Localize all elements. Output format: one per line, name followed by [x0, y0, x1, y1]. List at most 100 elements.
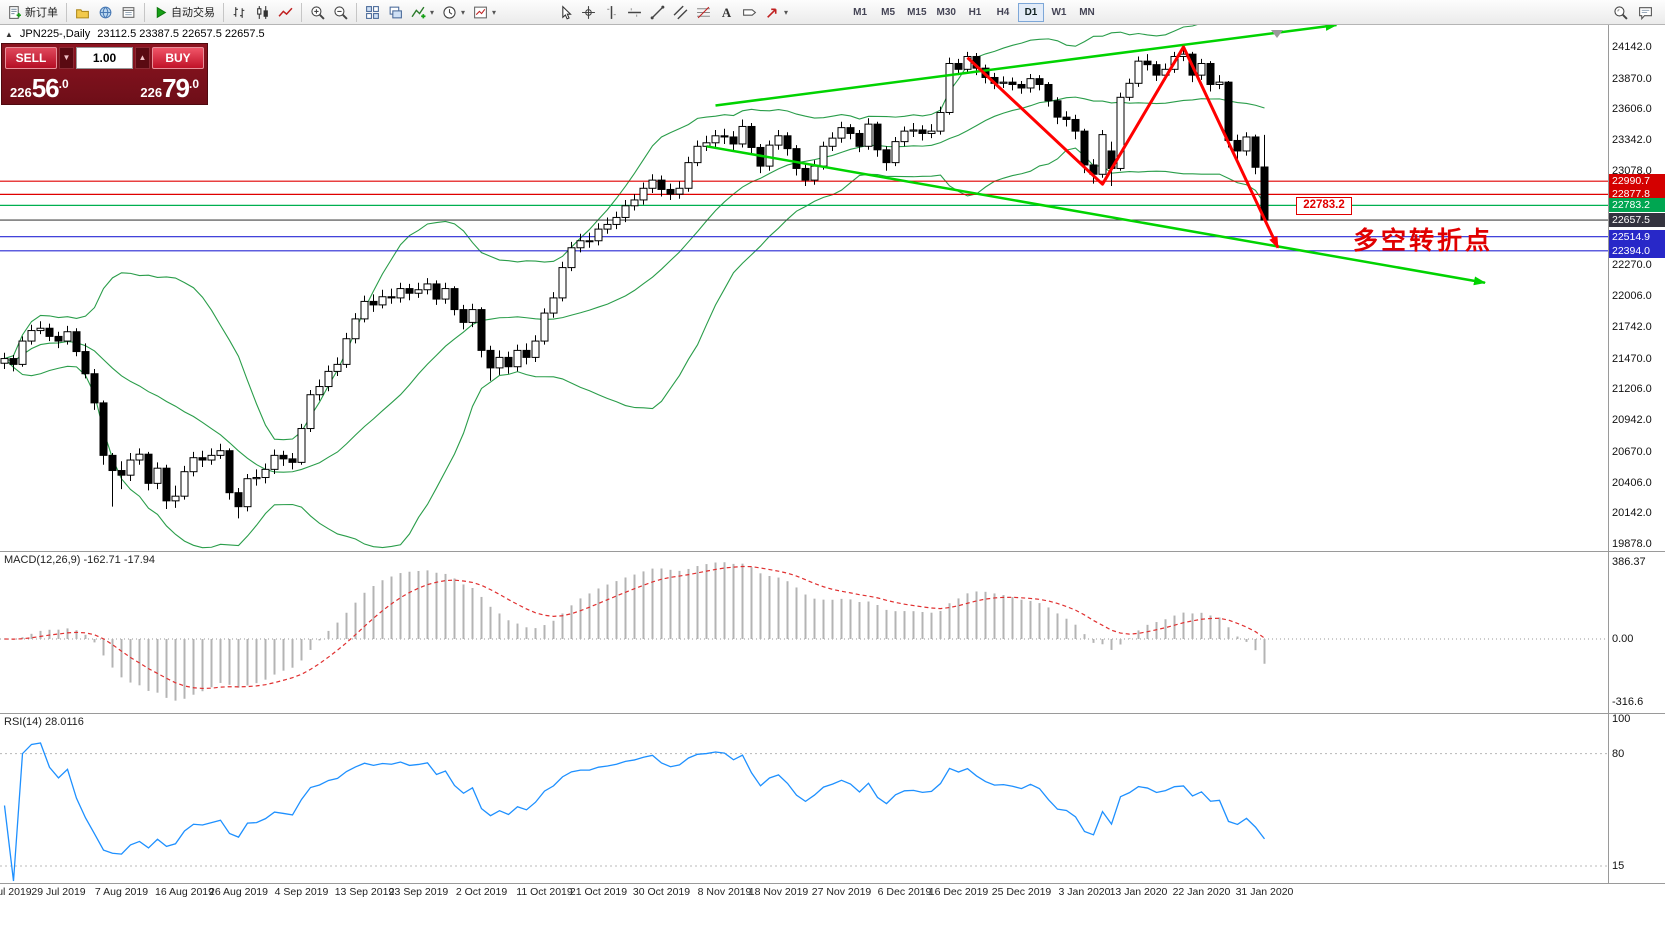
- trendlines[interactable]: [706, 25, 1486, 286]
- tile-windows-button[interactable]: [361, 2, 384, 23]
- zoom-out-icon: [334, 5, 348, 20]
- trendline-button[interactable]: [646, 2, 669, 23]
- vertical-line-button[interactable]: [600, 2, 623, 23]
- chat-button[interactable]: [1634, 2, 1657, 23]
- crosshair-button[interactable]: [577, 2, 600, 23]
- volume-decrease-button[interactable]: ▼: [59, 47, 74, 69]
- price-tick-label: 20406.0: [1612, 476, 1652, 489]
- chart-shift-marker[interactable]: [1271, 30, 1283, 38]
- templates-button[interactable]: ▾: [469, 2, 500, 23]
- level-price-label: 22783.2: [1609, 198, 1665, 213]
- zoom-in-button[interactable]: [306, 2, 329, 23]
- price-tick-label: 23342.0: [1612, 134, 1652, 147]
- arrows-icon: [767, 7, 777, 18]
- indicators-add-button[interactable]: ▾: [407, 2, 438, 23]
- chart-plot[interactable]: [0, 25, 1608, 883]
- symbol-search-button[interactable]: [1609, 2, 1632, 23]
- date-tick-label: 16 Dec 2019: [928, 886, 989, 898]
- channel-button[interactable]: [669, 2, 692, 23]
- price-tick-label: 23606.0: [1612, 103, 1652, 116]
- dropdown-caret-icon: ▾: [492, 7, 497, 17]
- label-button[interactable]: [738, 2, 761, 23]
- date-tick-label: 27 Nov 2019: [811, 886, 872, 898]
- zoom-out-button[interactable]: [329, 2, 352, 23]
- new-order-label: 新订单: [25, 7, 58, 19]
- profiles-button[interactable]: [71, 2, 94, 23]
- volume-input[interactable]: [76, 47, 133, 69]
- sell-button[interactable]: SELL: [5, 47, 57, 69]
- date-tick-label: 30 Oct 2019: [632, 886, 691, 898]
- date-tick-label: 11 Oct 2019: [516, 886, 573, 898]
- timeframe-m1-button[interactable]: M1: [847, 3, 873, 22]
- timeframe-m5-button[interactable]: M5: [875, 3, 901, 22]
- date-tick-label: 13 Sep 2019: [334, 886, 395, 898]
- text-icon: A: [722, 5, 732, 19]
- candle-chart-button[interactable]: [251, 2, 274, 23]
- one-click-collapse-icon[interactable]: ▲: [5, 29, 13, 39]
- macd-histogram: [12, 562, 1266, 701]
- annotation-text: 多空转折点: [1353, 227, 1494, 255]
- svg-text:A: A: [722, 5, 732, 19]
- periods-button[interactable]: ▾: [438, 2, 469, 23]
- cursor-button[interactable]: [554, 2, 577, 23]
- auto-arrange-button[interactable]: [384, 2, 407, 23]
- price-tick-label: 23870.0: [1612, 72, 1652, 85]
- tile-windows-icon: [366, 5, 379, 19]
- timeframe-d1-button[interactable]: D1: [1017, 2, 1044, 22]
- rsi-indicator-label: RSI(14) 28.0116: [4, 716, 84, 728]
- main-chart-panel[interactable]: [0, 25, 1608, 549]
- text-button[interactable]: A: [715, 2, 738, 23]
- sell-price[interactable]: 22656.0: [10, 73, 69, 103]
- zigzag-annotation[interactable]: [966, 45, 1280, 249]
- rsi-tick-label: 15: [1612, 860, 1625, 873]
- price-tick-label: 20670.0: [1612, 445, 1652, 458]
- level-price-label: 22657.5: [1609, 213, 1665, 228]
- date-tick-label: 6 Dec 2019: [877, 886, 932, 898]
- price-level-flag[interactable]: 22783.2: [1296, 197, 1352, 215]
- date-tick-label: 3 Jan 2020: [1058, 886, 1111, 898]
- periods-icon: [443, 5, 456, 19]
- market-watch-button[interactable]: [94, 2, 117, 23]
- date-tick-label: 18 Nov 2019: [748, 886, 809, 898]
- date-tick-label: 21 Oct 2019: [569, 886, 628, 898]
- timeframe-m30-button[interactable]: M30: [933, 3, 960, 22]
- panel-resize-divider[interactable]: [0, 713, 1665, 714]
- macd-panel[interactable]: [0, 562, 1608, 701]
- timeframe-mn-button[interactable]: MN: [1074, 3, 1100, 22]
- price-tick-label: 23078.0: [1612, 165, 1652, 178]
- dropdown-caret-icon: ▾: [461, 7, 466, 17]
- trendline-icon: [650, 5, 665, 19]
- buy-price[interactable]: 22679.0: [140, 73, 199, 103]
- data-window-icon: [122, 6, 135, 18]
- data-window-button[interactable]: [117, 2, 140, 23]
- panel-resize-divider[interactable]: [0, 551, 1665, 552]
- new-order-button[interactable]: 新订单: [3, 2, 62, 23]
- fibonacci-button[interactable]: [692, 2, 715, 23]
- bar-chart-button[interactable]: [228, 2, 251, 23]
- date-tick-label: 26 Aug 2019: [209, 886, 268, 898]
- macd-signal-line: [4, 565, 1265, 690]
- autotrading-button[interactable]: 自动交易: [149, 2, 219, 23]
- price-tick-label: 22270.0: [1612, 259, 1652, 272]
- rsi-tick-label: 100: [1612, 713, 1631, 725]
- bar-chart-icon: [233, 6, 245, 18]
- buy-button[interactable]: BUY: [152, 47, 204, 69]
- timeframe-w1-button[interactable]: W1: [1046, 3, 1072, 22]
- line-chart-icon: [278, 7, 293, 17]
- volume-increase-button[interactable]: ▲: [135, 47, 150, 69]
- date-tick-label: 4 Sep 2019: [274, 886, 329, 898]
- macd-tick-label: 386.37: [1612, 556, 1646, 568]
- timeframe-h4-button[interactable]: H4: [990, 3, 1016, 22]
- rsi-panel[interactable]: [0, 742, 1608, 882]
- new-order-icon: [9, 5, 21, 19]
- line-chart-button[interactable]: [274, 2, 297, 23]
- candle-chart-icon: [257, 5, 268, 19]
- timeframe-m15-button[interactable]: M15: [903, 3, 930, 22]
- market-watch-icon: [99, 6, 112, 18]
- fibonacci-icon: [697, 6, 710, 18]
- horizontal-line-button[interactable]: [623, 2, 646, 23]
- arrows-button[interactable]: ▾: [761, 2, 792, 23]
- chat-icon: [1639, 6, 1652, 20]
- timeframe-h1-button[interactable]: H1: [962, 3, 988, 22]
- price-axis-divider: [1608, 25, 1609, 883]
